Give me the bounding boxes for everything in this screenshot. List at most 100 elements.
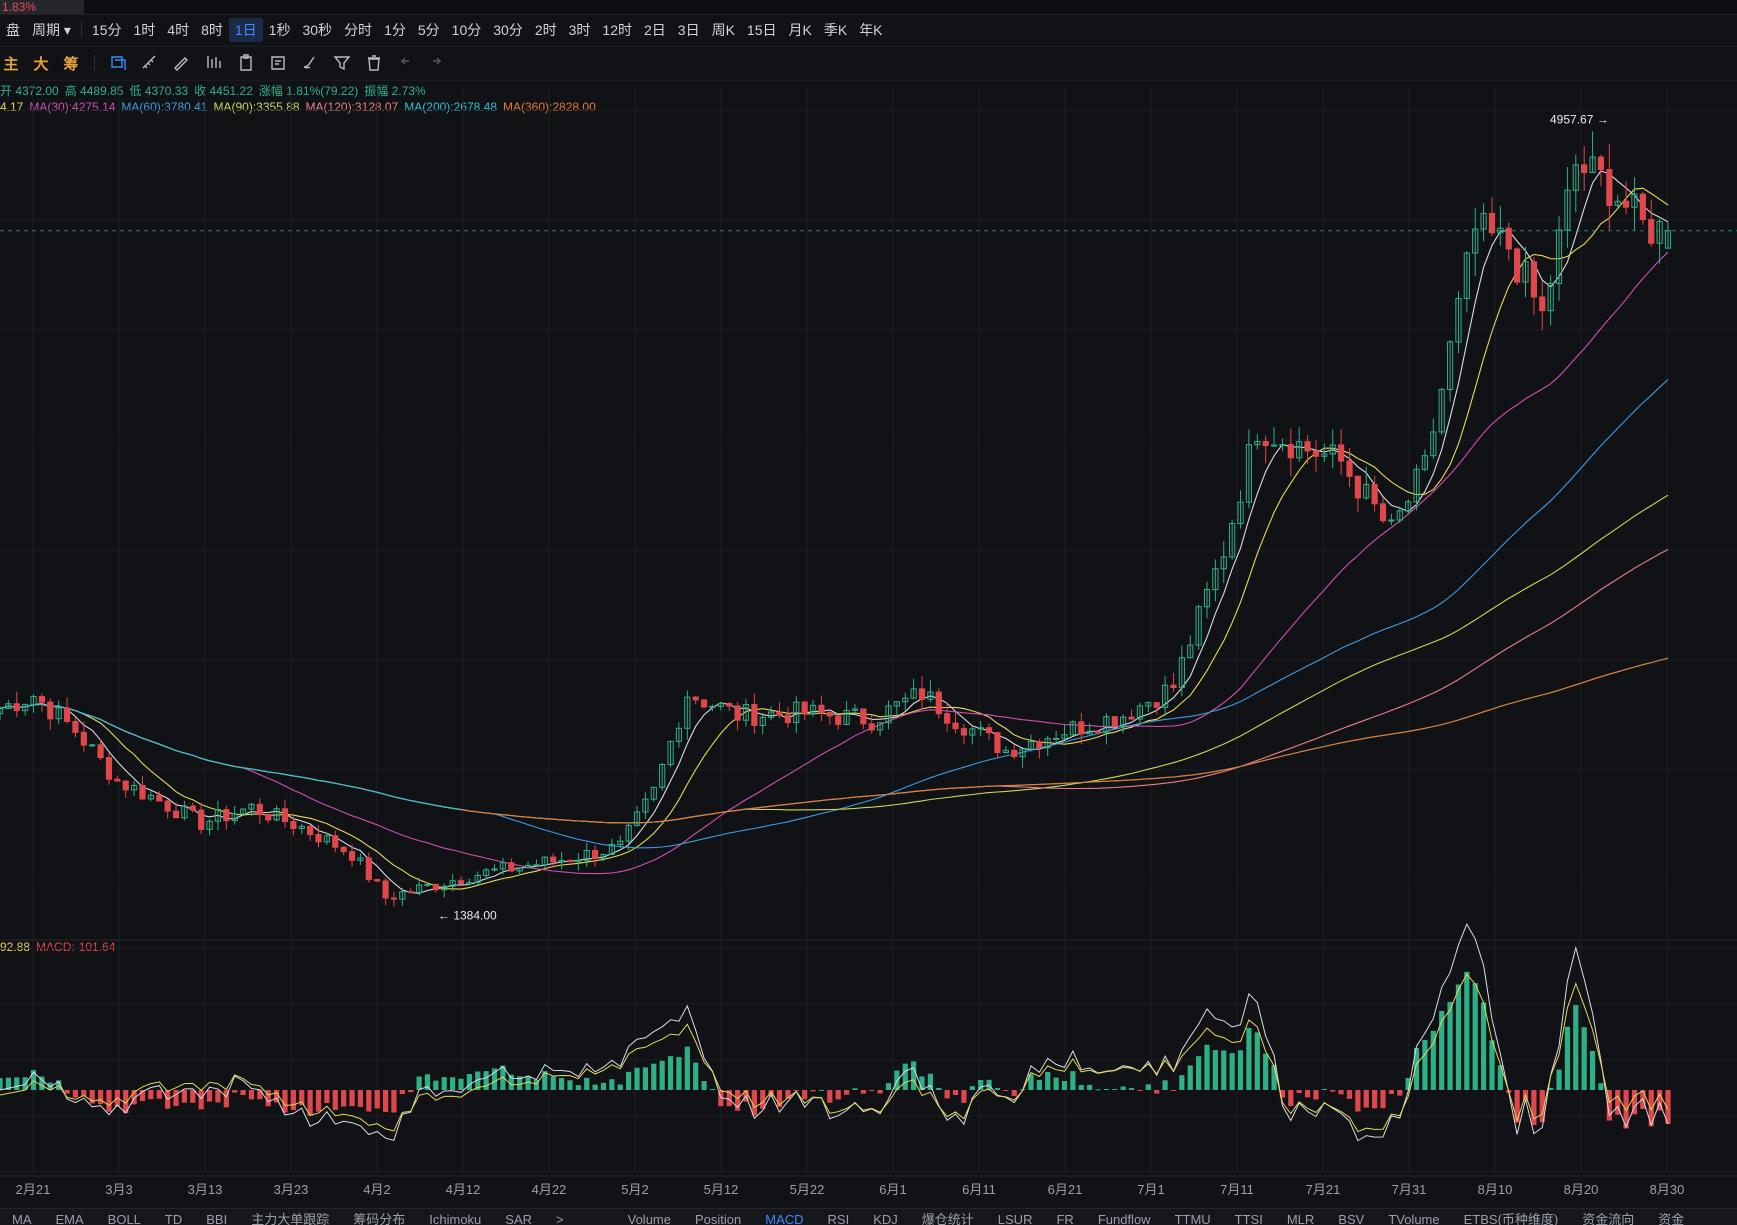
overlay-chip-2[interactable]: 筹 xyxy=(63,55,79,73)
indicator-tab-12[interactable]: BSV xyxy=(1338,1212,1365,1225)
candle-body xyxy=(1262,441,1269,447)
timeframe-10[interactable]: 10分 xyxy=(451,22,482,38)
candle-body xyxy=(608,843,615,855)
candle xyxy=(776,702,783,719)
indicator-tab-15[interactable]: 资金流向 xyxy=(1582,1212,1635,1225)
timeframe-12[interactable]: 2时 xyxy=(534,22,557,38)
timeframe-3[interactable]: 8时 xyxy=(201,22,223,38)
redo-icon[interactable] xyxy=(425,50,451,76)
timeframe-14[interactable]: 12时 xyxy=(602,22,632,38)
macd-bar xyxy=(978,1079,984,1090)
indicator-tab-14[interactable]: ETBS(币种维度) xyxy=(1463,1212,1559,1225)
candle-body xyxy=(13,703,20,712)
indicator-tab-6[interactable]: LSUR xyxy=(997,1212,1033,1225)
overlay-tab-4[interactable]: BBI xyxy=(206,1212,228,1225)
overlay-tab-9[interactable]: > xyxy=(556,1212,564,1225)
overlay-tab-7[interactable]: Ichimoku xyxy=(429,1212,482,1225)
timeframe-4[interactable]: 1日 xyxy=(228,18,263,42)
toolbar-left-0[interactable]: 盘 xyxy=(6,22,20,38)
candle-body xyxy=(1245,444,1253,503)
candle-body xyxy=(960,728,968,736)
copy-icon[interactable] xyxy=(105,50,131,76)
indicator-tab-9[interactable]: TTMU xyxy=(1174,1212,1211,1225)
overlay-tab-1[interactable]: EMA xyxy=(55,1212,84,1225)
candle-body xyxy=(1413,468,1420,503)
indicator-tab-5[interactable]: 爆仓统计 xyxy=(921,1212,974,1225)
macd-bar xyxy=(609,1079,615,1090)
timeframe-18[interactable]: 15日 xyxy=(746,22,777,38)
x-tick-label: 6月11 xyxy=(962,1182,996,1197)
candle xyxy=(89,743,96,747)
candle xyxy=(541,856,548,868)
indicator-tab-10[interactable]: TTSI xyxy=(1234,1212,1263,1225)
timeframe-17[interactable]: 周K xyxy=(711,22,735,38)
macd-bar xyxy=(257,1090,263,1100)
x-tick-label: 7月1 xyxy=(1137,1182,1164,1197)
timeframe-6[interactable]: 30秒 xyxy=(302,22,333,38)
timeframe-21[interactable]: 年K xyxy=(859,22,883,38)
candle xyxy=(47,698,54,730)
candle xyxy=(1027,734,1035,752)
timeframe-5[interactable]: 1秒 xyxy=(268,22,291,38)
indicator-tab-13[interactable]: TVolume xyxy=(1388,1212,1440,1225)
overlay-chip-0[interactable]: 主 xyxy=(3,55,19,73)
timeframe-13[interactable]: 3时 xyxy=(568,22,591,38)
timeframe-2[interactable]: 4时 xyxy=(167,22,190,38)
candle-body xyxy=(1405,501,1412,512)
candle xyxy=(1270,426,1278,447)
macd-bar xyxy=(1145,1084,1151,1090)
filter-icon[interactable] xyxy=(329,50,355,76)
indicator-tab-16[interactable]: 资金 xyxy=(1658,1212,1685,1225)
candle xyxy=(1631,177,1638,231)
overlay-tab-8[interactable]: SAR xyxy=(505,1212,533,1225)
ruler-icon[interactable] xyxy=(137,50,163,76)
overlay-tab-0[interactable]: MA xyxy=(12,1212,32,1225)
macd-bar xyxy=(148,1090,154,1100)
overlay-tab-3[interactable]: TD xyxy=(164,1212,183,1225)
indicator-tab-11[interactable]: MLR xyxy=(1286,1212,1315,1225)
overlay-chip-1[interactable]: 大 xyxy=(33,55,49,73)
note-icon[interactable] xyxy=(265,50,291,76)
indicator-tab-3[interactable]: RSI xyxy=(827,1212,850,1225)
macd-bar xyxy=(667,1056,674,1090)
macd-bar xyxy=(299,1090,305,1106)
candle xyxy=(1589,131,1596,174)
indicator-tab-2[interactable]: MACD xyxy=(765,1212,804,1225)
candle xyxy=(1078,712,1085,745)
trash-icon[interactable] xyxy=(361,50,387,76)
timeframe-0[interactable]: 15分 xyxy=(91,22,122,38)
indicator-tab-7[interactable]: FR xyxy=(1056,1212,1074,1225)
timeframe-1[interactable]: 1时 xyxy=(133,22,156,38)
candle-body xyxy=(709,705,716,708)
candle-body xyxy=(1606,169,1613,206)
candle xyxy=(625,822,632,850)
macd-bar xyxy=(542,1071,548,1090)
timeframe-11[interactable]: 30分 xyxy=(493,22,523,38)
timeframe-8[interactable]: 1分 xyxy=(384,22,406,38)
toolbar-left-1[interactable]: 周期 ▾ xyxy=(32,22,71,38)
timeframe-7[interactable]: 分时 xyxy=(344,22,373,38)
clipboard-icon[interactable] xyxy=(233,50,259,76)
candle-body xyxy=(399,891,406,900)
macd-bar xyxy=(508,1074,514,1090)
indicator-tab-0[interactable]: Volume xyxy=(627,1212,671,1225)
brush-icon[interactable] xyxy=(297,50,323,76)
pen-icon[interactable] xyxy=(169,50,195,76)
overlay-tab-6[interactable]: 筹码分布 xyxy=(353,1212,406,1225)
candle-body xyxy=(323,835,330,843)
x-tick-label: 8月10 xyxy=(1478,1182,1513,1197)
indicator-icon[interactable] xyxy=(201,50,227,76)
timeframe-20[interactable]: 季K xyxy=(823,22,848,38)
overlay-tab-5[interactable]: 主力大单跟踪 xyxy=(251,1212,330,1225)
candle xyxy=(1128,709,1135,721)
timeframe-16[interactable]: 3日 xyxy=(677,22,700,38)
indicator-tab-4[interactable]: KDJ xyxy=(873,1212,898,1225)
indicator-tab-8[interactable]: Fundflow xyxy=(1097,1212,1151,1225)
indicator-tab-1[interactable]: Position xyxy=(695,1212,742,1225)
timeframe-15[interactable]: 2日 xyxy=(643,22,666,38)
timeframe-19[interactable]: 月K xyxy=(788,22,812,38)
undo-icon[interactable] xyxy=(393,50,419,76)
timeframe-9[interactable]: 5分 xyxy=(417,22,440,38)
overlay-tab-2[interactable]: BOLL xyxy=(107,1212,141,1225)
